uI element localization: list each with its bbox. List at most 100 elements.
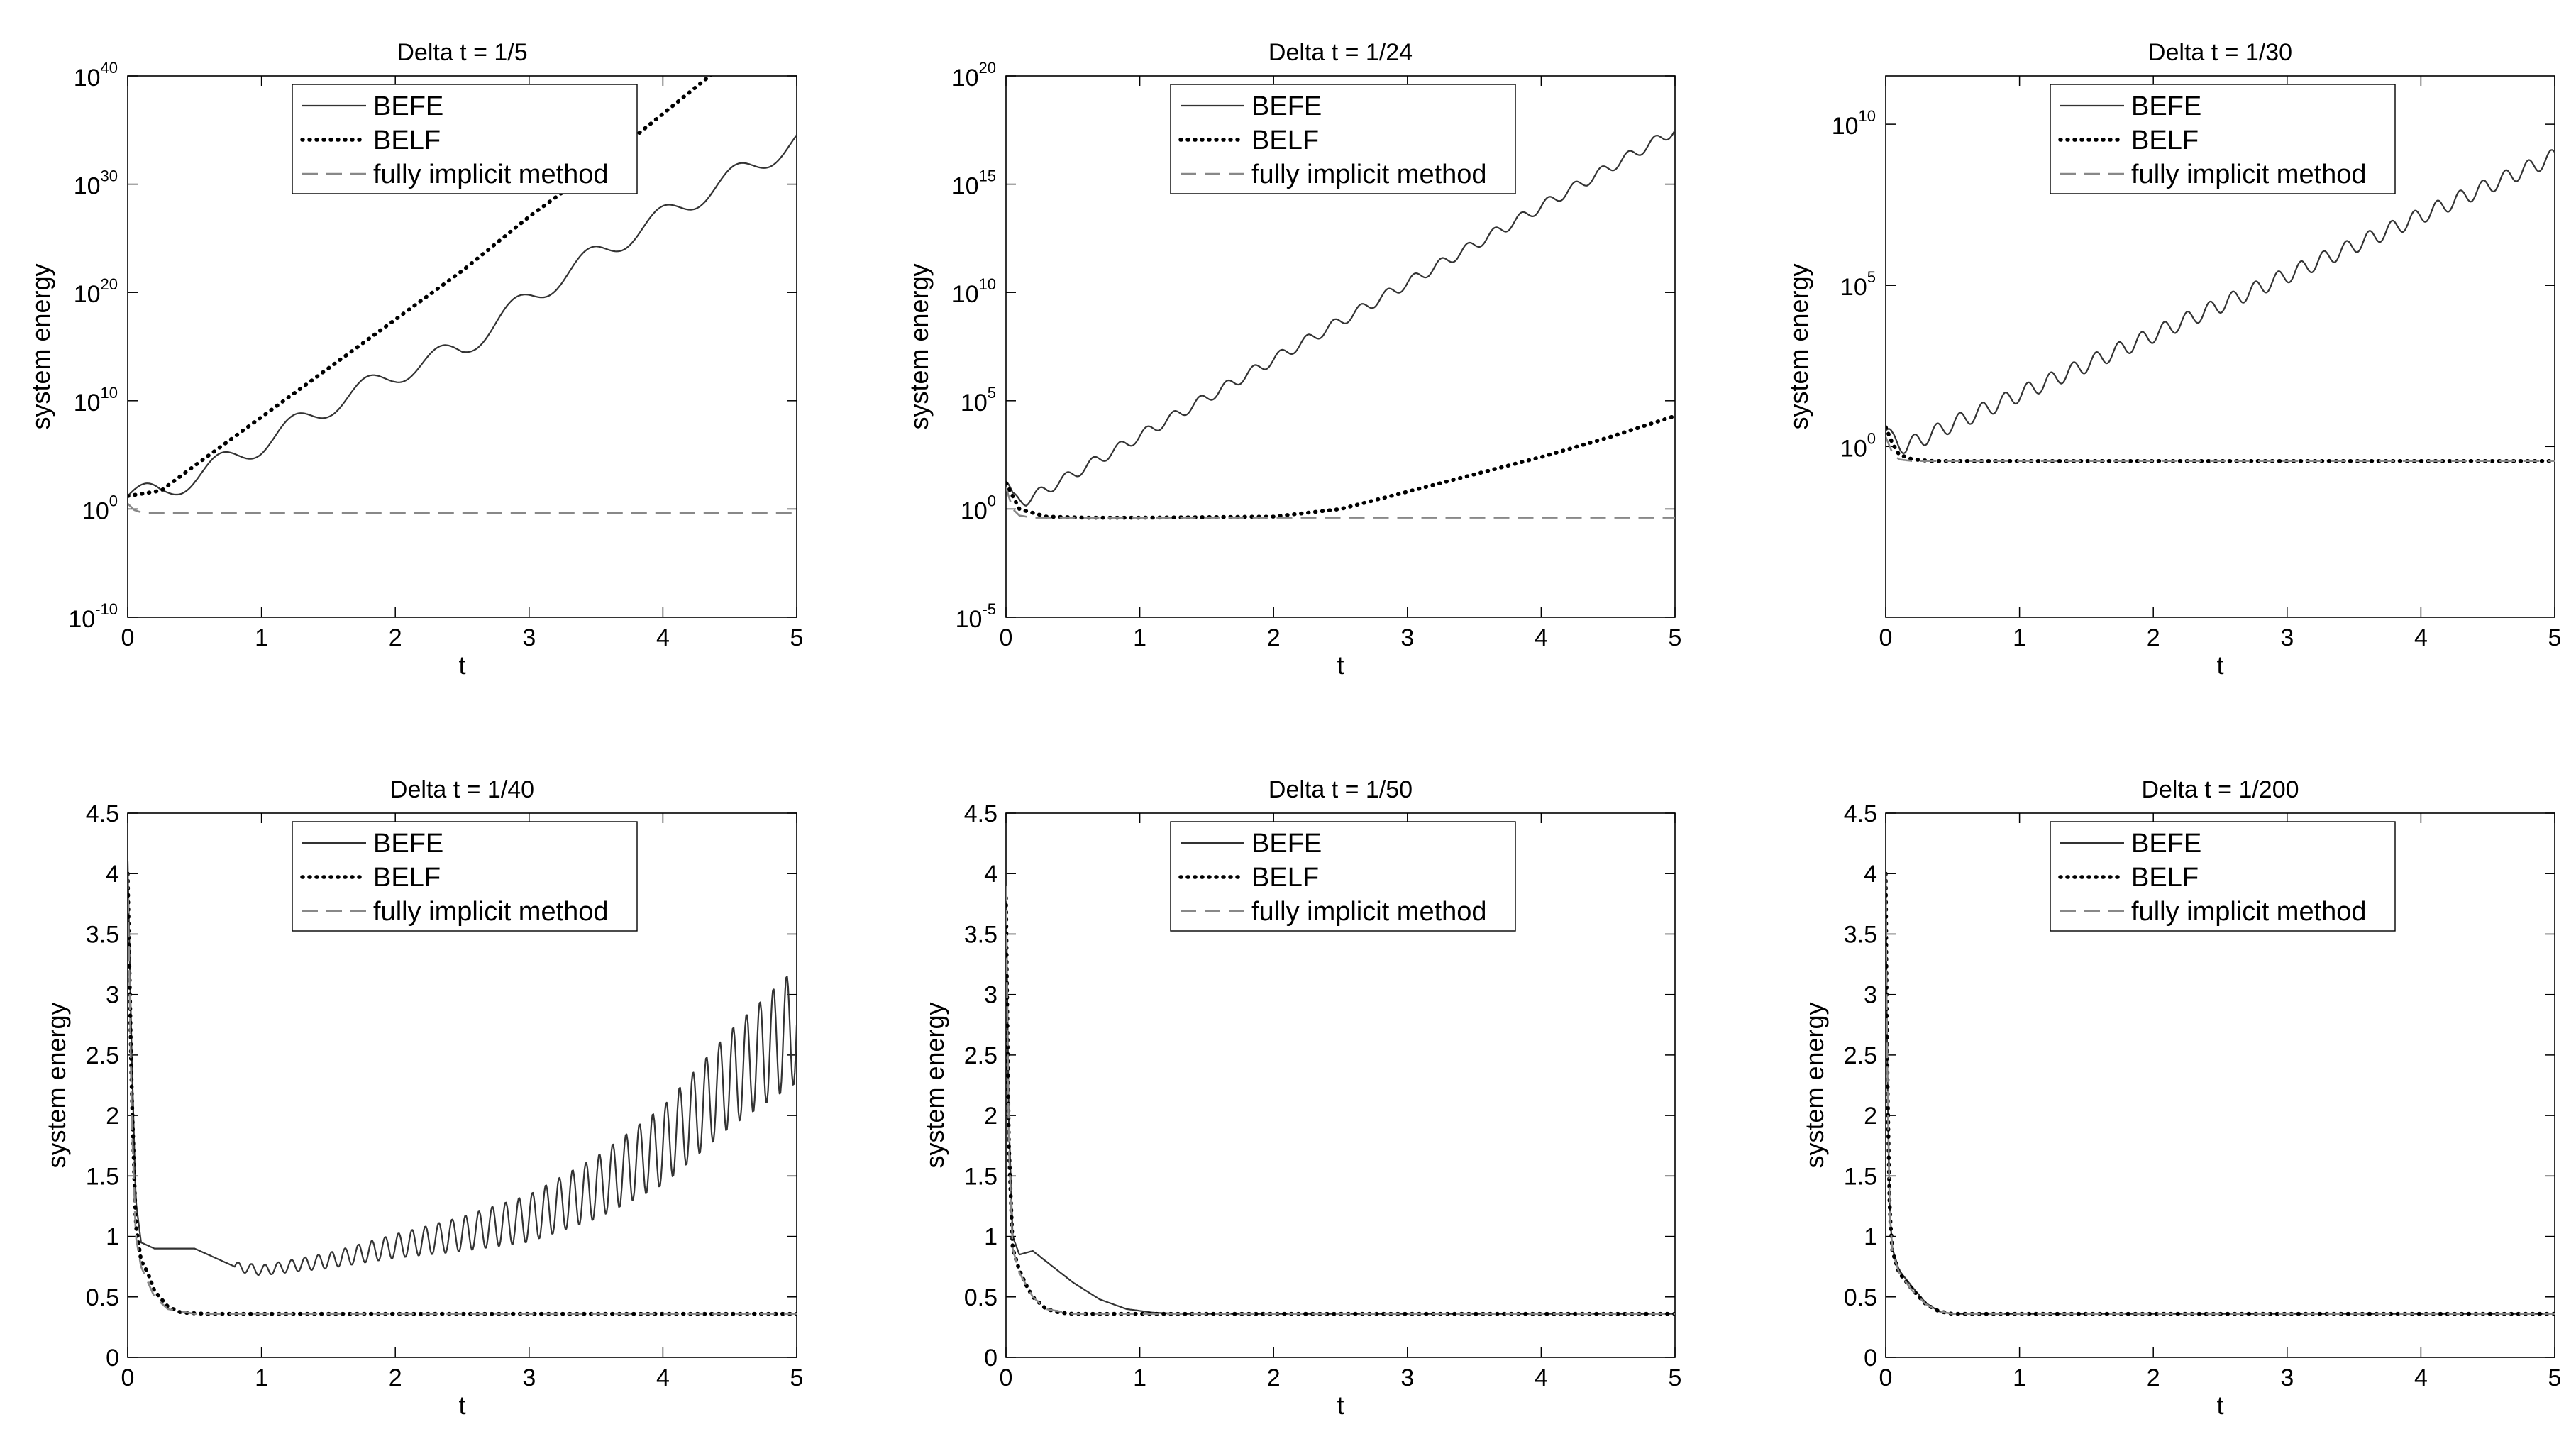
y-tick-label: 1020 <box>74 275 118 308</box>
x-tick-label: 5 <box>790 624 804 651</box>
legend-box <box>1170 84 1516 194</box>
legend-label: BEFE <box>2131 829 2201 859</box>
series-line-fully-implicit-method <box>1006 886 1675 1315</box>
y-tick-label: 4 <box>1864 861 1877 888</box>
chart-title: Delta t = 1/5 <box>397 39 527 66</box>
legend-box <box>292 84 638 194</box>
series-group <box>1886 871 2555 1316</box>
chart-panel-1: Delta t = 1/5 0 1 2 3 4 5 10-10 100 1010 1020 1030 1… <box>26 39 804 680</box>
x-tick-label: 3 <box>2280 624 2294 651</box>
x-tick-label: 2 <box>2147 624 2160 651</box>
legend-label: BEFE <box>373 92 443 121</box>
series-line-belf <box>128 76 713 498</box>
y-tick-label: 3.5 <box>1844 921 1877 948</box>
legend-box <box>2050 821 2396 932</box>
legend-label: BEFE <box>2131 92 2201 121</box>
chart-title: Delta t = 1/40 <box>390 776 534 803</box>
x-tick-label: 2 <box>389 624 402 651</box>
y-tick-label: 3 <box>106 982 119 1009</box>
x-tick-label: 4 <box>1535 1364 1548 1391</box>
x-tick-label: 3 <box>2280 1364 2294 1391</box>
legend-label: BELF <box>1251 126 1319 155</box>
legend-label: fully implicit method <box>1251 160 1487 189</box>
x-tick-label: 1 <box>2013 1364 2026 1391</box>
x-tick-label: 5 <box>2548 1364 2562 1391</box>
x-tick-label: 1 <box>255 624 268 651</box>
series-group <box>128 76 797 514</box>
series-line-fully-implicit-method <box>1006 487 1675 519</box>
x-tick-label: 1 <box>1133 624 1146 651</box>
y-tick-label: 1010 <box>1832 107 1876 140</box>
y-axis-label: system energy <box>1784 263 1813 429</box>
y-tick-label: 1 <box>984 1224 997 1251</box>
chart-panel-4: Delta t = 1/40 0 1 2 3 4 5 0 0.5 1 1.5 2 2.5 3 3.5 4 4.5… <box>42 776 803 1420</box>
legend: BEFE BELF fully implicit method <box>2050 821 2396 932</box>
y-axis-label: system energy <box>1800 1002 1829 1168</box>
y-axis-label: system energy <box>920 1002 949 1168</box>
y-tick-label: 1015 <box>952 167 996 200</box>
x-tick-label: 4 <box>1535 624 1548 651</box>
legend-label: fully implicit method <box>2131 897 2367 927</box>
y-tick-label: 10-10 <box>68 600 118 633</box>
y-tick-label: 100 <box>82 492 118 524</box>
y-tick-label: 2.5 <box>1844 1042 1877 1069</box>
series-line-belf <box>128 871 797 1316</box>
x-tick-label: 3 <box>522 624 536 651</box>
series-group <box>128 861 797 1316</box>
x-tick-label: 3 <box>1400 1364 1414 1391</box>
y-tick-label: 0 <box>984 1345 997 1372</box>
x-tick-label: 3 <box>522 1364 536 1391</box>
y-tick-label: 1.5 <box>1844 1163 1877 1190</box>
y-tick-label: 1030 <box>74 167 118 200</box>
y-tick-label: 3 <box>984 982 997 1009</box>
series-line-befe <box>1006 129 1675 507</box>
x-tick-label: 4 <box>2414 1364 2428 1391</box>
legend: BEFE BELF fully implicit method <box>2050 84 2396 194</box>
y-tick-label: 1010 <box>952 275 996 308</box>
legend-label: BEFE <box>1251 829 1322 859</box>
y-tick-label: 4.5 <box>86 800 119 827</box>
x-tick-label: 5 <box>2548 624 2562 651</box>
chart-title: Delta t = 1/200 <box>2141 776 2299 803</box>
series-line-fully-implicit-method <box>1886 436 2555 463</box>
x-tick-label: 0 <box>1879 624 1893 651</box>
y-tick-label: 1010 <box>74 384 118 417</box>
x-tick-label: 5 <box>1669 624 1682 651</box>
x-tick-label: 5 <box>1669 1364 1682 1391</box>
y-tick-label: 0.5 <box>86 1284 119 1311</box>
series-line-fully-implicit-method <box>128 502 797 514</box>
y-tick-label: 3.5 <box>964 921 997 948</box>
y-tick-label: 2.5 <box>86 1042 119 1069</box>
x-tick-label: 0 <box>121 1364 135 1391</box>
legend-label: fully implicit method <box>373 160 609 189</box>
legend-label: BELF <box>373 126 441 155</box>
x-tick-label: 5 <box>790 1364 804 1391</box>
legend-box <box>1170 821 1516 932</box>
y-tick-label: 4.5 <box>964 800 997 827</box>
x-tick-label: 0 <box>1879 1364 1893 1391</box>
x-tick-label: 0 <box>1000 624 1013 651</box>
y-axis-label: system energy <box>26 263 55 429</box>
x-axis-label: t <box>458 1391 465 1420</box>
legend-box <box>292 821 638 932</box>
legend-label: fully implicit method <box>1251 897 1487 927</box>
series-line-befe <box>128 134 797 497</box>
y-tick-label: 4 <box>984 861 997 888</box>
y-tick-label: 0 <box>1864 1345 1877 1372</box>
legend: BEFE BELF fully implicit method <box>292 84 638 194</box>
series-group <box>1886 149 2555 463</box>
chart-panel-2: Delta t = 1/24 0 1 2 3 4 5 10-5 100 105 1010 1015 10… <box>905 39 1681 680</box>
y-tick-label: 1 <box>1864 1224 1877 1251</box>
y-tick-label: 0.5 <box>964 1284 997 1311</box>
legend-label: BELF <box>373 863 441 893</box>
legend-label: BELF <box>2131 863 2199 893</box>
legend-box <box>2050 84 2396 194</box>
y-tick-label: 1040 <box>74 59 118 92</box>
y-tick-label: 10-5 <box>956 600 996 633</box>
x-tick-label: 4 <box>656 624 670 651</box>
chart-panel-5: Delta t = 1/50 0 1 2 3 4 5 0 0.5 1 1.5 2 2.5 3 3.5 4 4.5… <box>920 776 1681 1420</box>
y-tick-label: 1.5 <box>86 1163 119 1190</box>
x-tick-label: 4 <box>2414 624 2428 651</box>
chart-title: Delta t = 1/30 <box>2148 39 2292 66</box>
y-axis-label: system energy <box>42 1002 71 1168</box>
